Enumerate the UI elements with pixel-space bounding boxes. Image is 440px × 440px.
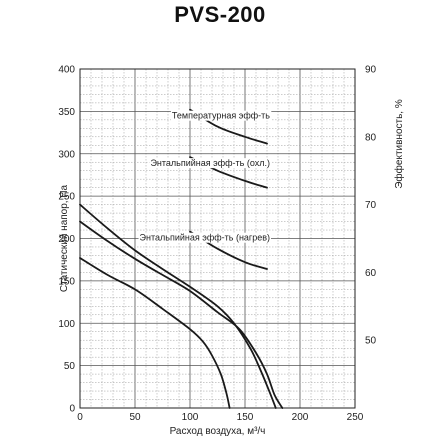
- pressure-curve-3: [79, 257, 231, 409]
- x-tick-label: 100: [182, 412, 199, 423]
- efficiency-label-background: [138, 232, 271, 243]
- y-tick-label: 200: [58, 234, 75, 245]
- efficiency-label-background: [149, 158, 272, 169]
- y2-axis-label: Эффективность, %: [393, 99, 405, 189]
- efficiency-curve-label: Температурная эфф-ть: [172, 111, 270, 121]
- y-tick-label: 300: [58, 149, 75, 160]
- y2-tick-label: 60: [365, 268, 377, 279]
- x-tick-label: 0: [77, 412, 83, 423]
- efficiency-curve-label: Энтальпийная эфф-ть (охл.): [150, 158, 270, 168]
- y-tick-label: 400: [58, 65, 75, 76]
- x-tick-label: 250: [347, 412, 364, 423]
- pressure-curve-1: [79, 203, 277, 409]
- y2-tick-label: 80: [365, 132, 377, 143]
- x-tick-label: 150: [237, 412, 254, 423]
- efficiency-label-background: [170, 110, 272, 121]
- plot-frame: [79, 68, 356, 409]
- chart-title: PVS-200: [174, 2, 266, 27]
- y-tick-label: 100: [58, 319, 75, 330]
- efficiency-labels: Температурная эфф-ть Энтальпийная эфф-ть …: [138, 110, 272, 243]
- y-tick-label: 150: [58, 276, 75, 287]
- y2-axis-ticks: 50 60 70 80 90: [365, 65, 377, 347]
- y2-tick-label: 70: [365, 200, 377, 211]
- y-tick-label: 50: [64, 361, 76, 372]
- y-axis-ticks: 0 50 100 150 200 250 300 350 400: [58, 65, 75, 415]
- series: [79, 108, 284, 409]
- y2-tick-label: 90: [365, 65, 377, 76]
- x-tick-label: 50: [129, 412, 141, 423]
- pressure-curve-2: [79, 220, 284, 409]
- x-tick-label: 200: [292, 412, 309, 423]
- x-axis-ticks: 0 50 100 150 200 250: [77, 412, 364, 423]
- y2-tick-label: 50: [365, 336, 377, 347]
- efficiency-curve-label: Энтальпийная эфф-ть (нагрев): [140, 233, 270, 243]
- y-axis-label: Статический напор, Па: [59, 184, 70, 292]
- y-tick-label: 0: [69, 404, 75, 415]
- y-tick-label: 350: [58, 107, 75, 118]
- x-axis-label: Расход воздуха, м³/ч: [170, 426, 266, 437]
- y-tick-label: 250: [58, 192, 75, 203]
